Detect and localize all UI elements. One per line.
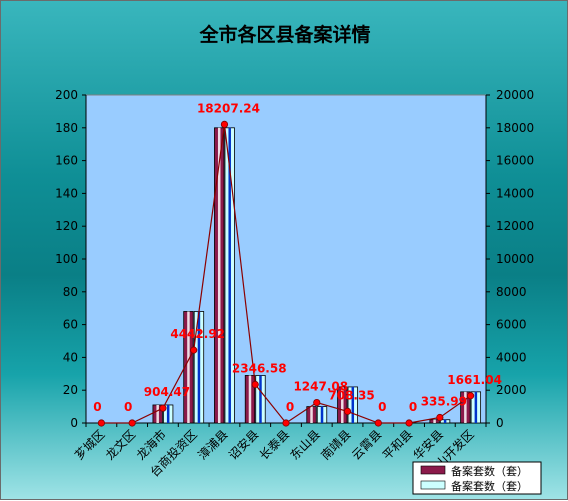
chart-title: 全市各区县备案详情	[198, 23, 370, 46]
right-axis-tick-label: 18000	[496, 121, 534, 135]
legend-swatch-series1	[420, 465, 446, 475]
left-axis-tick-label: 100	[55, 252, 78, 266]
left-axis-tick-label: 200	[55, 88, 78, 102]
bar-series1-highlight	[433, 419, 436, 423]
x-category-label: 诏安县	[225, 427, 261, 463]
line-data-label: 0	[286, 400, 294, 414]
bar-series1-highlight	[310, 406, 313, 423]
left-axis-tick-label: 180	[55, 121, 78, 135]
right-axis-tick-label: 20000	[496, 88, 534, 102]
right-axis-tick-label: 16000	[496, 154, 534, 168]
bar-series1-highlight	[248, 375, 252, 423]
bar-series2-stripe	[443, 419, 447, 423]
line-data-label: 0	[409, 400, 417, 414]
x-category-label: 芗城区	[72, 427, 107, 462]
line-point	[467, 392, 475, 400]
line-point	[97, 419, 105, 427]
line-data-label: 708.35	[328, 388, 374, 402]
line-point	[282, 419, 290, 427]
bar-series1-highlight	[341, 386, 344, 423]
x-category-label: 龙文区	[102, 427, 138, 463]
line-point	[343, 407, 352, 415]
line-point	[436, 413, 444, 422]
line-data-label: 1247.08	[293, 380, 348, 394]
bar-series2-stripe	[320, 406, 324, 423]
bar-series2-stripe	[166, 404, 170, 423]
line-data-label: 904.47	[144, 385, 190, 399]
left-axis-tick-label: 60	[63, 318, 78, 332]
bar-series1-highlight	[464, 391, 467, 423]
line-data-label: 2346.58	[232, 362, 287, 376]
x-category-label: 漳浦县	[195, 427, 231, 463]
line-point	[251, 380, 259, 389]
right-axis-tick-label: 8000	[496, 285, 527, 299]
line-data-label: 4442.92	[170, 327, 225, 341]
line-point	[159, 404, 167, 412]
bar-series2-stripe	[228, 127, 231, 424]
plot-area	[85, 94, 487, 424]
bar-series1-highlight	[156, 404, 159, 423]
left-axis-tick-label: 140	[55, 186, 78, 200]
line-point	[374, 419, 382, 427]
legend-swatch-series2	[420, 480, 446, 490]
right-axis-tick-label: 6000	[496, 318, 527, 332]
line-point	[128, 419, 136, 427]
x-category-label: 东山县	[288, 427, 323, 462]
line-point	[190, 346, 198, 354]
x-category-label: 云霄县	[349, 427, 384, 462]
line-data-label: 0	[124, 400, 132, 414]
left-axis-tick-label: 120	[55, 219, 78, 233]
line-data-label: 18207.24	[197, 101, 260, 115]
bar-series2-stripe	[259, 375, 262, 423]
right-axis-tick-label: 12000	[496, 219, 534, 233]
legend-label-series1: 备案套数（套）	[451, 464, 528, 478]
right-axis-tick-label: 14000	[496, 186, 534, 200]
left-axis-tick-label: 160	[55, 154, 78, 168]
line-data-label: 0	[378, 400, 386, 414]
line-point	[405, 419, 413, 427]
legend-label-series2: 备案套数（套）	[451, 479, 528, 493]
bar-series1-highlight	[217, 127, 221, 424]
line-data-label: 0	[93, 400, 101, 414]
right-axis-tick-label: 0	[496, 416, 504, 430]
line-point	[313, 398, 321, 407]
bar-series1-highlight	[187, 311, 190, 423]
right-axis-tick-label: 2000	[496, 383, 527, 397]
left-axis-tick-label: 20	[63, 383, 78, 397]
bar-series2-stripe	[474, 391, 478, 423]
right-axis-tick-label: 4000	[496, 350, 527, 364]
left-axis-tick-label: 80	[63, 285, 78, 299]
line-data-label: 335.99	[421, 394, 467, 408]
left-axis-tick-label: 40	[63, 350, 78, 364]
x-category-label: 平和县	[380, 427, 415, 462]
line-data-label: 1661.04	[447, 373, 502, 387]
left-axis-tick-label: 0	[70, 416, 78, 430]
x-category-label: 长泰县	[257, 427, 292, 462]
x-category-label: 南靖县	[318, 427, 354, 463]
bar-series2-stripe	[197, 311, 201, 423]
right-axis-tick-label: 10000	[496, 252, 534, 266]
bar-series2-stripe	[351, 386, 355, 423]
line-point	[220, 120, 229, 129]
